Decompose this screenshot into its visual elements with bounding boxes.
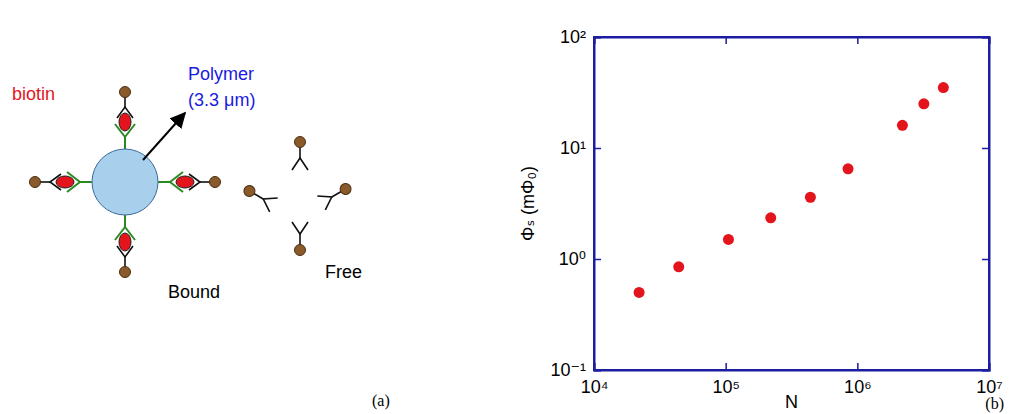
- data-point: [723, 234, 734, 245]
- label-ball: [295, 245, 306, 256]
- data-point: [765, 212, 776, 223]
- tick-mark: [594, 148, 601, 150]
- tick-label: 10⁶: [844, 377, 871, 397]
- data-point: [938, 82, 949, 93]
- arrow: [143, 113, 185, 160]
- label-stem: [332, 192, 342, 198]
- x-axis-top: [595, 37, 990, 44]
- x-axis-title: N: [785, 392, 798, 412]
- label-stem: [124, 97, 126, 107]
- plot-frame: [594, 37, 989, 370]
- biotin: [56, 176, 74, 188]
- label-stem: [299, 147, 301, 158]
- data-point: [843, 163, 854, 174]
- tick: 10⁶: [844, 363, 871, 397]
- label-arms: [117, 246, 133, 257]
- tick-label: 10⁰: [559, 249, 586, 269]
- polymer-label: Polymer: [188, 64, 254, 84]
- label-stem: [40, 181, 50, 183]
- label-ball: [295, 137, 306, 148]
- figure: biotinPolymer(3.3 μm)BoundFree(a)10⁴10⁵1…: [0, 0, 1011, 414]
- free-label: [292, 222, 308, 256]
- label-ball: [338, 181, 353, 196]
- antibody-stem: [158, 181, 170, 183]
- bound-complex: [115, 215, 135, 278]
- label-arms: [50, 174, 61, 190]
- label-ball: [120, 87, 131, 98]
- tick-label: 10⁻¹: [550, 360, 586, 380]
- panel-b: 10⁴10⁵10⁶10⁷10⁻¹10⁰10¹10²NΦₛ (mΦ₀)(b): [518, 27, 1004, 413]
- data-point: [897, 120, 908, 131]
- data-point: [634, 287, 645, 298]
- label-arms: [292, 222, 308, 234]
- free-label: [292, 137, 308, 171]
- tick-label: 10¹: [560, 138, 586, 158]
- label-ball: [120, 267, 131, 278]
- bound-complex: [158, 172, 221, 192]
- tick: [982, 259, 989, 260]
- tick-mark: [982, 259, 989, 261]
- bound-complex: [30, 172, 93, 192]
- label-ball: [242, 183, 257, 198]
- label-stem: [254, 194, 264, 200]
- panel-letter: (a): [372, 392, 390, 410]
- tick: [726, 37, 727, 44]
- free-label: [317, 179, 354, 210]
- polymer-size: (3.3 μm): [188, 90, 255, 110]
- label-stem: [124, 257, 126, 267]
- y-axis-title: Φₛ (mΦ₀): [518, 166, 538, 241]
- points: [634, 82, 949, 298]
- label-arms: [317, 190, 335, 210]
- bound-label: Bound: [168, 282, 220, 302]
- bound-complex: [115, 87, 135, 150]
- biotin: [119, 113, 131, 131]
- label-ball: [30, 177, 41, 188]
- label-stem: [200, 181, 210, 183]
- label-arms: [189, 174, 200, 190]
- data-point: [918, 98, 929, 109]
- tick-label: 10⁵: [712, 377, 739, 397]
- biotin-label: biotin: [12, 84, 55, 104]
- label-arms: [259, 192, 277, 212]
- antibody-stem: [124, 215, 126, 227]
- data-point: [805, 192, 816, 203]
- tick-mark: [594, 259, 601, 261]
- tick-mark: [857, 37, 859, 44]
- label-stem: [299, 234, 301, 245]
- label-arms: [292, 158, 308, 170]
- tick-mark: [725, 363, 727, 370]
- label-arms: [117, 107, 133, 118]
- tick-mark: [982, 148, 989, 150]
- label-ball: [210, 177, 221, 188]
- biotin: [119, 233, 131, 251]
- polymer-bead: [92, 149, 158, 215]
- tick: [857, 37, 858, 44]
- antibody-stem: [124, 137, 126, 149]
- biotin: [176, 176, 194, 188]
- free-label: [241, 181, 278, 212]
- panel-letter: (b): [985, 395, 1004, 413]
- tick-mark: [725, 37, 727, 44]
- tick: [982, 148, 989, 149]
- tick-label: 10²: [560, 27, 586, 47]
- antibody-stem: [80, 181, 92, 183]
- tick-label: 10⁷: [976, 377, 1003, 397]
- tick: 10⁵: [712, 363, 739, 397]
- tick-mark: [857, 363, 859, 370]
- axis-line: [595, 38, 990, 45]
- axis-line: [595, 38, 602, 371]
- panel-a: biotin Polymer (3.3 μm) Bound Free (a): [12, 64, 390, 410]
- free-label-text: Free: [325, 262, 362, 282]
- data-point: [673, 261, 684, 272]
